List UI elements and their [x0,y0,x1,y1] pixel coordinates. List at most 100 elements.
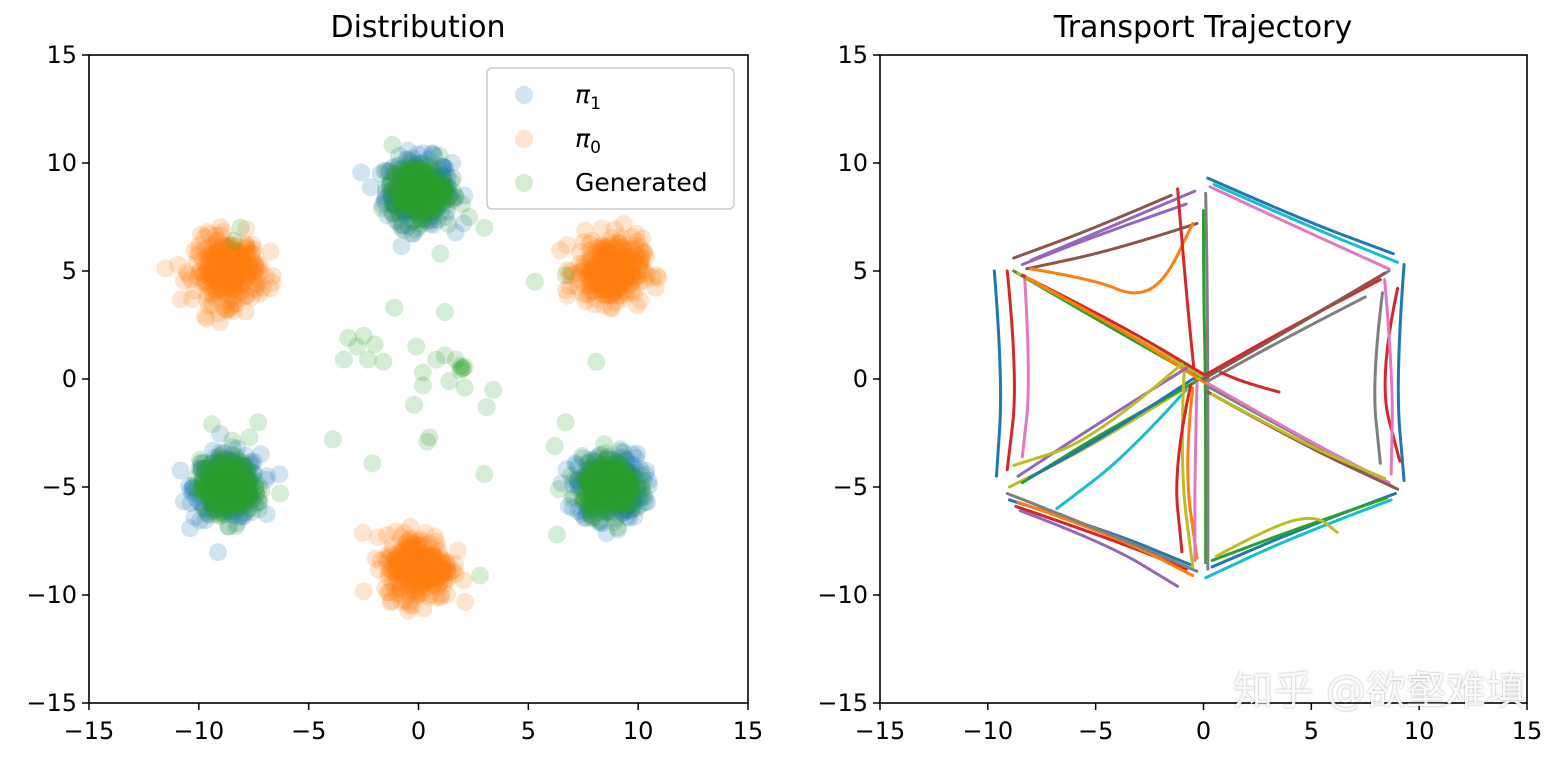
scatter-point [212,251,231,270]
scatter-point [593,477,612,496]
scatter-point [604,260,623,279]
scatter-point [384,194,403,213]
legend-marker-pi1 [515,86,533,104]
scatter-point [383,204,402,223]
scatter-point [607,474,626,493]
scatter-point [399,193,418,212]
scatter-point [597,473,616,492]
scatter-point [603,493,622,512]
scatter-point [414,193,433,212]
scatter-point [619,487,638,506]
scatter-point [556,413,575,432]
scatter-point [558,236,577,255]
trajectory-line [1206,176,1395,256]
scatter-point [597,524,616,543]
scatter-point [587,485,606,504]
scatter-point [217,473,236,492]
scatter-point [392,168,411,187]
scatter-point [594,260,613,279]
scatter-point [609,473,628,492]
scatter-point [419,173,438,192]
scatter-point [202,486,221,505]
scatter-point [588,473,607,492]
scatter-point [220,476,239,495]
scatter-point [205,280,224,299]
scatter-point [393,188,412,207]
scatter-point [229,463,248,482]
scatter-point [201,248,220,267]
scatter-point [600,504,619,523]
distribution-y-tick-label: 10 [46,149,77,177]
scatter-point [610,476,629,495]
scatter-point [213,264,232,283]
scatter-point [434,158,453,177]
scatter-point [624,489,643,508]
scatter-point [257,267,276,286]
scatter-point [200,225,219,244]
scatter-point [617,469,636,488]
scatter-point [409,217,428,236]
scatter-point [234,456,253,475]
scatter-point [246,256,265,275]
scatter-point [439,188,458,207]
scatter-point [423,161,442,180]
scatter-point [406,158,425,177]
scatter-point [636,465,655,484]
scatter-point [214,483,233,502]
scatter-point [237,256,256,275]
scatter-point [615,474,634,493]
scatter-point [221,255,240,274]
scatter-point [263,273,282,292]
scatter-point [222,446,241,465]
scatter-point [237,246,256,265]
trajectory-line [1016,366,1188,478]
scatter-point [405,203,424,222]
scatter-point [211,279,230,298]
scatter-point [226,517,245,536]
scatter-point [181,519,200,538]
scatter-point [214,247,233,266]
scatter-point [227,275,246,294]
scatter-point [404,188,423,207]
scatter-point [613,249,632,268]
scatter-point [619,466,638,485]
scatter-point [396,204,415,223]
scatter-point [619,468,638,487]
scatter-point [589,472,608,491]
scatter-point [598,502,617,521]
scatter-point [223,462,242,481]
scatter-point [397,186,416,205]
scatter-point [213,493,232,512]
scatter-point [597,476,616,495]
scatter-point [208,244,227,263]
scatter-point [219,474,238,493]
scatter-point [395,202,414,221]
scatter-point [423,193,442,212]
scatter-point [603,494,622,513]
scatter-point [384,164,403,183]
scatter-point [626,483,645,502]
scatter-point [220,500,239,519]
scatter-point [625,493,644,512]
scatter-point [588,250,607,269]
scatter-point [410,173,429,192]
scatter-point [622,493,641,512]
scatter-point [581,284,600,303]
scatter-point [428,183,447,202]
scatter-point [417,196,436,215]
scatter-point [601,270,620,289]
scatter-point [217,253,236,272]
scatter-point [231,218,250,237]
scatter-point [585,461,604,480]
scatter-point [613,261,632,280]
scatter-point [373,195,392,214]
scatter-point [215,483,234,502]
scatter-point [545,436,564,455]
scatter-point [214,478,233,497]
scatter-point [440,185,459,204]
scatter-point [407,172,426,191]
scatter-point [398,172,417,191]
scatter-point [213,480,232,499]
scatter-point [392,186,411,205]
scatter-point [624,483,643,502]
